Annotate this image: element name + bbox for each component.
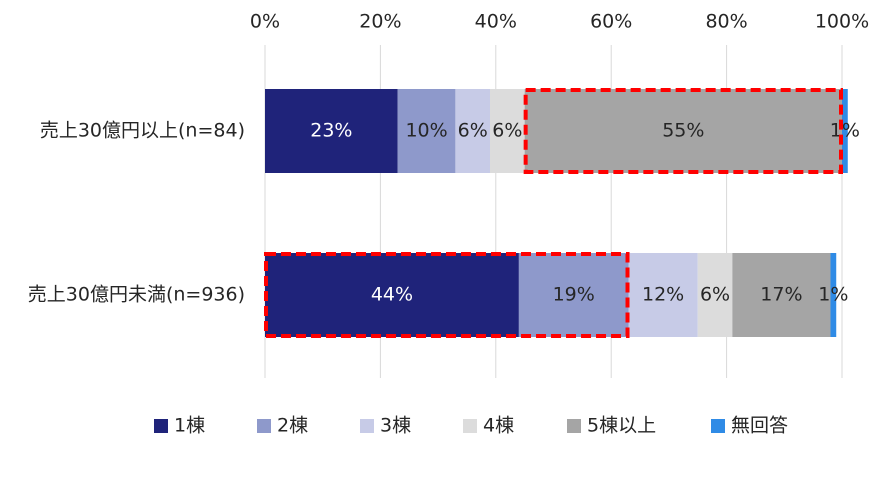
- bar-segment: [697, 253, 733, 337]
- legend-label: 4棟: [483, 415, 514, 437]
- data-label: 6%: [492, 120, 522, 142]
- category-label: 売上30億円未満(n=936): [28, 284, 245, 306]
- bar-segment: [732, 253, 831, 337]
- x-tick-label: 0%: [250, 11, 280, 33]
- data-label: 17%: [760, 284, 802, 306]
- data-label: 6%: [700, 284, 730, 306]
- bar-segment: [397, 89, 456, 173]
- highlight-box: [264, 252, 630, 338]
- bar-segment: [265, 253, 519, 337]
- x-tick-label: 100%: [815, 11, 869, 33]
- bar-segment: [265, 89, 398, 173]
- legend-swatch: [463, 419, 477, 433]
- legend: 1棟 2棟 3棟 4棟 5棟以上 無回答: [154, 415, 788, 437]
- highlight-box: [523, 88, 844, 174]
- highlight-boxes: [264, 88, 844, 338]
- bar-segment: [524, 89, 842, 173]
- bar-segment: [830, 253, 837, 337]
- x-tick-label: 60%: [590, 11, 632, 33]
- data-label: 10%: [405, 120, 447, 142]
- bar-segment: [518, 253, 629, 337]
- data-label: 12%: [642, 284, 684, 306]
- legend-swatch: [567, 419, 581, 433]
- legend-swatch: [257, 419, 271, 433]
- x-tick-label: 80%: [705, 11, 747, 33]
- data-label: 23%: [310, 120, 352, 142]
- legend-swatch: [360, 419, 374, 433]
- bar-segment: [455, 89, 491, 173]
- data-label: 1%: [818, 284, 848, 306]
- legend-swatch: [711, 419, 725, 433]
- category-label: 売上30億円以上(n=84): [40, 120, 245, 142]
- x-tick-label: 40%: [475, 11, 517, 33]
- legend-label: 5棟以上: [587, 415, 656, 437]
- legend-label: 3棟: [380, 415, 411, 437]
- data-label: 19%: [553, 284, 595, 306]
- bar-segment: [490, 89, 525, 173]
- bar-segment: [842, 89, 848, 173]
- bars: [265, 89, 848, 337]
- legend-label: 無回答: [731, 415, 788, 437]
- legend-label: 1棟: [174, 415, 205, 437]
- legend-swatch: [154, 419, 168, 433]
- legend-label: 2棟: [277, 415, 308, 437]
- bar-segment: [628, 253, 698, 337]
- data-labels: 23% 10% 6% 6% 55% 1%44% 19% 12% 6% 17% 1%: [310, 120, 860, 306]
- data-label: 1%: [830, 120, 860, 142]
- data-label: 55%: [662, 120, 704, 142]
- x-tick-label: 20%: [359, 11, 401, 33]
- x-tick-labels: 0% 20% 40% 60% 80% 100%: [250, 11, 869, 33]
- data-label: 44%: [371, 284, 413, 306]
- category-labels: 売上30億円以上(n=84) 売上30億円未満(n=936): [28, 120, 245, 306]
- data-label: 6%: [458, 120, 488, 142]
